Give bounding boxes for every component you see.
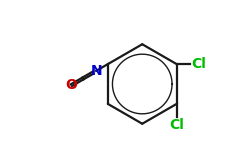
Text: O: O: [66, 78, 78, 92]
Text: N: N: [90, 64, 102, 78]
Text: Cl: Cl: [191, 57, 206, 71]
Text: Cl: Cl: [169, 118, 184, 132]
